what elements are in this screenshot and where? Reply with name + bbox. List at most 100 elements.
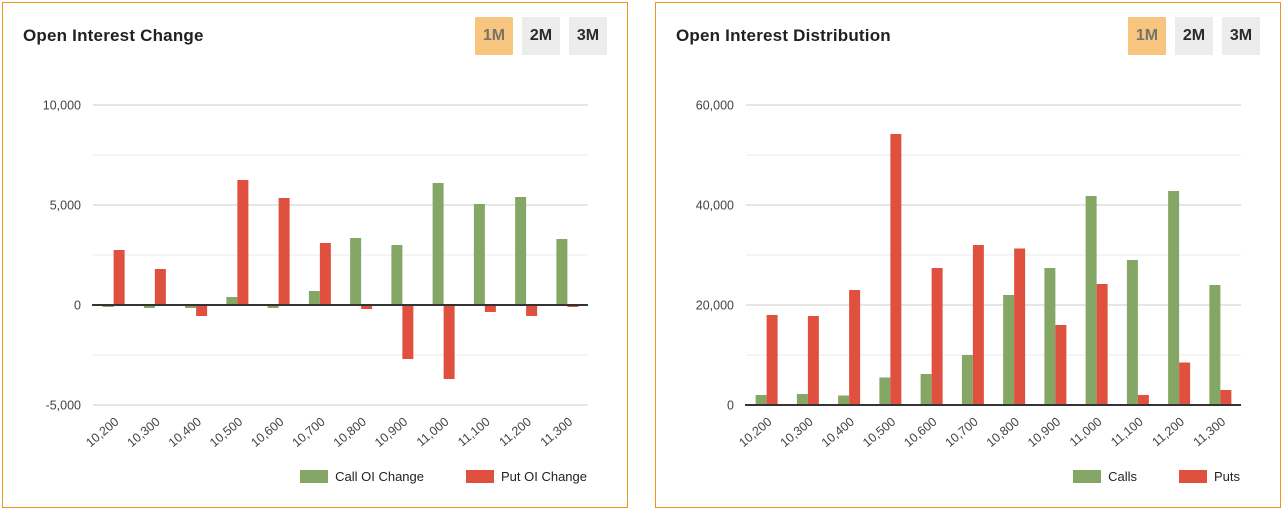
bar-puts-10-900 xyxy=(1055,325,1067,405)
bar-put-oi-change-10-800 xyxy=(361,305,373,309)
bar-put-oi-change-10-400 xyxy=(196,305,208,316)
bar-call-oi-change-10-400 xyxy=(185,305,197,308)
x-tick-label: 10,900 xyxy=(372,415,410,450)
bar-call-oi-change-11-200 xyxy=(515,197,527,305)
range-button-1m[interactable]: 1M xyxy=(475,17,513,55)
bar-call-oi-change-11-300 xyxy=(556,239,568,305)
x-tick-label: 11,300 xyxy=(1191,415,1229,450)
x-tick-label: 10,500 xyxy=(207,415,245,450)
bar-put-oi-change-10-600 xyxy=(278,198,290,305)
bar-calls-10-900 xyxy=(1044,268,1056,405)
bar-call-oi-change-10-500 xyxy=(226,297,238,305)
bar-puts-10-600 xyxy=(931,268,943,405)
legend-label: Calls xyxy=(1108,469,1137,484)
range-button-2m[interactable]: 2M xyxy=(522,17,560,55)
page-title: Open Interest Change xyxy=(23,26,204,45)
legend-swatch-icon xyxy=(300,470,329,483)
y-tick-label: 0 xyxy=(74,299,81,313)
open-interest-distribution-panel: Open Interest Distribution 1M 2M 3M 0 20,… xyxy=(655,2,1281,508)
legend-item-call-oi-change: Call OI Change xyxy=(300,469,424,484)
bar-calls-11-200 xyxy=(1168,191,1180,405)
legend-label: Put OI Change xyxy=(501,469,587,484)
y-tick-label: 10,000 xyxy=(43,99,81,113)
x-tick-label: 10,400 xyxy=(166,415,204,450)
bar-put-oi-change-11-000 xyxy=(443,305,455,379)
legend-item-puts: Puts xyxy=(1178,469,1240,484)
legend-swatch-icon xyxy=(1178,470,1207,483)
bar-calls-10-500 xyxy=(879,377,891,405)
bar-calls-11-000 xyxy=(1085,196,1097,405)
bar-calls-10-800 xyxy=(1003,295,1015,405)
bar-puts-11-300 xyxy=(1220,390,1232,405)
bar-calls-10-400 xyxy=(838,395,850,405)
open-interest-change-panel: Open Interest Change 1M 2M 3M -5,000 0 5,0… xyxy=(2,2,628,508)
legend-swatch-icon xyxy=(1073,470,1102,483)
bar-puts-10-200 xyxy=(766,315,778,405)
x-tick-label: 11,300 xyxy=(538,415,576,450)
x-tick-label: 11,200 xyxy=(496,415,534,450)
range-button-1m[interactable]: 1M xyxy=(1128,17,1166,55)
legend-item-put-oi-change: Put OI Change xyxy=(466,469,587,484)
y-tick-label: 20,000 xyxy=(696,299,734,313)
bar-put-oi-change-10-200 xyxy=(113,250,125,305)
x-tick-label: 10,900 xyxy=(1025,415,1063,450)
legend-item-calls: Calls xyxy=(1073,469,1137,484)
bar-put-oi-change-11-200 xyxy=(526,305,538,316)
bar-calls-11-300 xyxy=(1209,285,1221,405)
bar-calls-10-300 xyxy=(796,394,808,405)
bar-calls-10-200 xyxy=(755,395,767,405)
chart-legend: Call OI Change Put OI Change xyxy=(300,469,587,484)
bar-puts-11-000 xyxy=(1096,284,1108,405)
y-tick-label: 0 xyxy=(727,399,734,413)
y-tick-label: 60,000 xyxy=(696,99,734,113)
range-button-group: 1M 2M 3M xyxy=(475,17,607,55)
bar-puts-11-100 xyxy=(1137,395,1149,405)
bar-call-oi-change-10-900 xyxy=(391,245,403,305)
bar-calls-11-100 xyxy=(1126,260,1138,405)
bar-call-oi-change-10-600 xyxy=(267,305,279,308)
bar-call-oi-change-11-100 xyxy=(473,204,485,305)
bar-put-oi-change-10-300 xyxy=(154,269,166,305)
chart-legend: Calls Puts xyxy=(1073,469,1240,484)
x-tick-label: 10,700 xyxy=(943,415,981,450)
range-button-3m[interactable]: 3M xyxy=(1222,17,1260,55)
x-tick-label: 10,200 xyxy=(83,415,121,450)
bar-call-oi-change-10-700 xyxy=(308,291,320,305)
bar-calls-10-700 xyxy=(961,355,973,405)
range-button-2m[interactable]: 2M xyxy=(1175,17,1213,55)
bar-put-oi-change-11-100 xyxy=(484,305,496,312)
y-tick-label: 40,000 xyxy=(696,199,734,213)
bar-call-oi-change-10-300 xyxy=(143,305,155,308)
x-tick-label: 10,800 xyxy=(984,415,1022,450)
x-tick-label: 10,200 xyxy=(736,415,774,450)
bar-puts-10-400 xyxy=(849,290,861,405)
range-button-3m[interactable]: 3M xyxy=(569,17,607,55)
x-tick-label: 10,800 xyxy=(331,415,369,450)
legend-label: Call OI Change xyxy=(335,469,424,484)
range-button-group: 1M 2M 3M xyxy=(1128,17,1260,55)
x-tick-label: 11,000 xyxy=(1067,415,1105,450)
x-tick-label: 11,100 xyxy=(455,415,493,450)
x-tick-label: 10,500 xyxy=(860,415,898,450)
x-tick-label: 10,600 xyxy=(248,415,286,450)
x-tick-label: 10,300 xyxy=(778,415,816,450)
bar-put-oi-change-10-900 xyxy=(402,305,414,359)
legend-swatch-icon xyxy=(466,470,494,483)
open-interest-change-chart: -5,000 0 5,000 10,000 10,200 10,300 10,400 10,5… xyxy=(43,99,588,450)
bar-call-oi-change-11-000 xyxy=(432,183,444,305)
bar-calls-10-600 xyxy=(920,374,932,405)
bar-call-oi-change-10-800 xyxy=(350,238,362,305)
x-tick-label: 11,000 xyxy=(414,415,452,450)
x-tick-label: 10,600 xyxy=(901,415,939,450)
x-tick-label: 10,400 xyxy=(819,415,857,450)
x-tick-label: 11,200 xyxy=(1149,415,1187,450)
page-title: Open Interest Distribution xyxy=(676,26,891,45)
bar-puts-11-200 xyxy=(1179,362,1191,405)
bar-puts-10-300 xyxy=(807,316,819,405)
bar-puts-10-700 xyxy=(972,245,984,405)
bar-puts-10-500 xyxy=(890,134,902,405)
y-tick-label: 5,000 xyxy=(50,199,81,213)
legend-label: Puts xyxy=(1213,469,1240,484)
